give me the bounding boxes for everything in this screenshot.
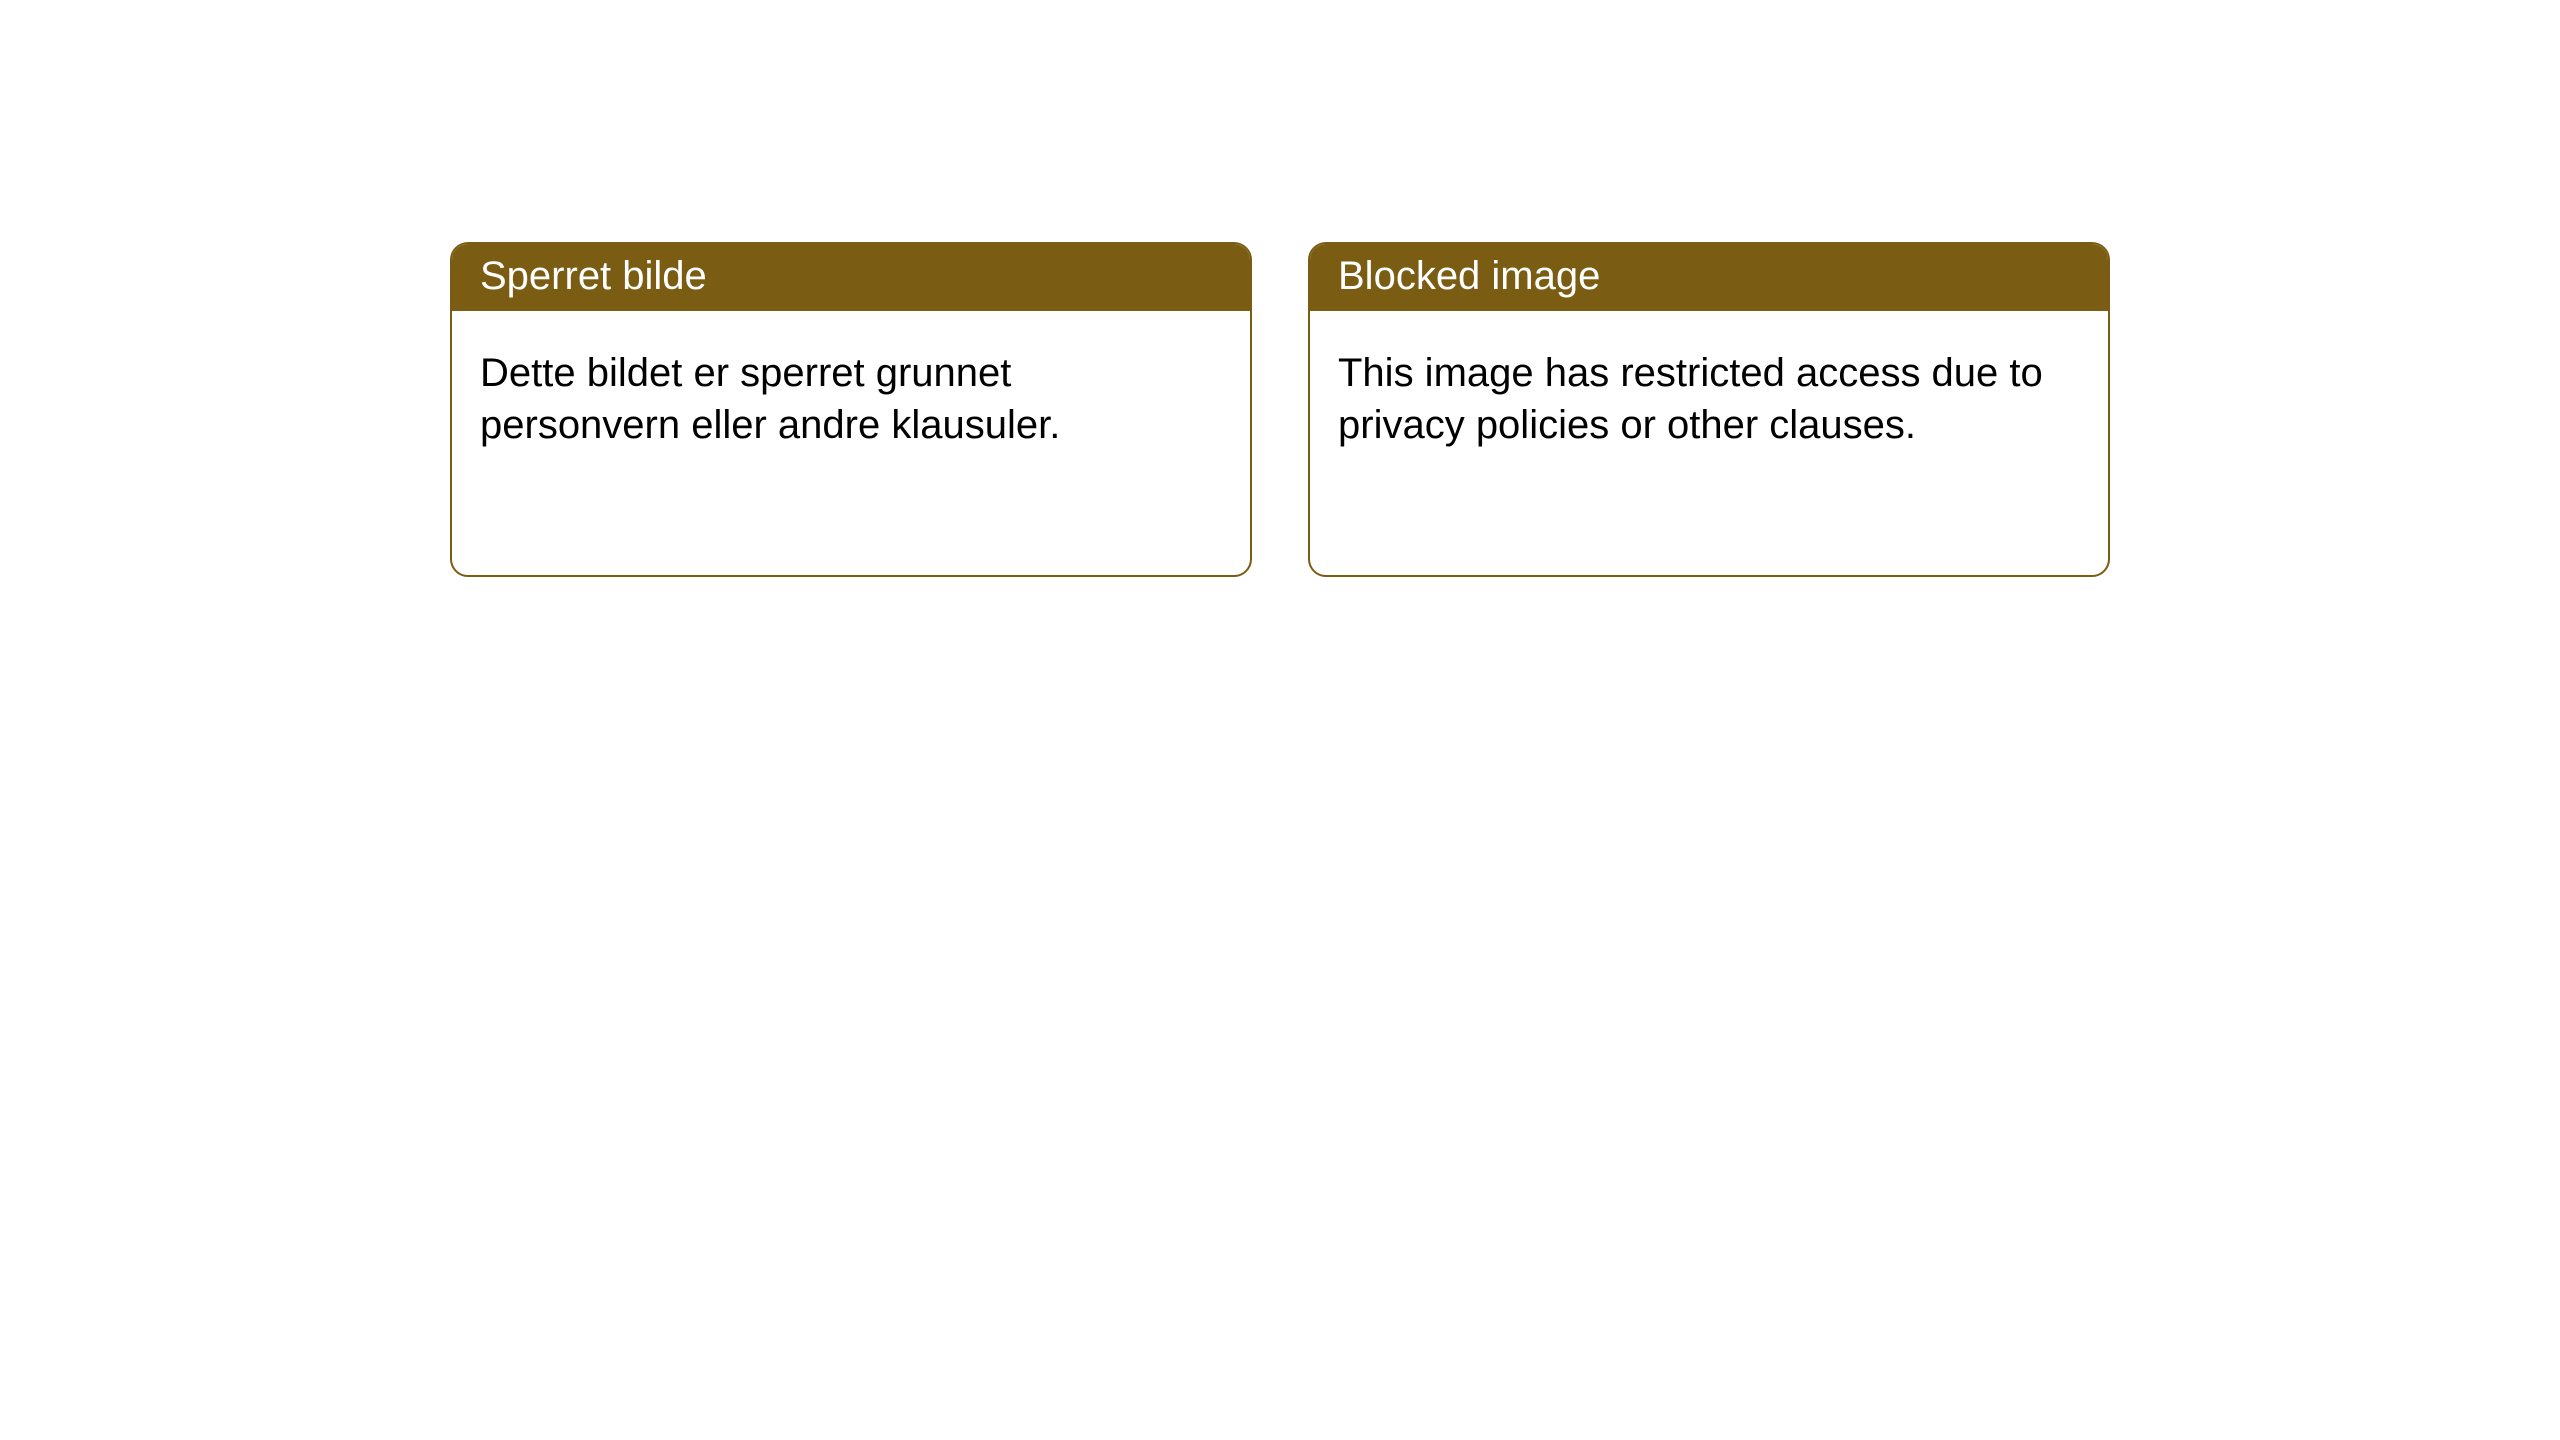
notice-title-norwegian: Sperret bilde [452, 244, 1250, 311]
notice-title-english: Blocked image [1310, 244, 2108, 311]
notice-body-norwegian: Dette bildet er sperret grunnet personve… [452, 311, 1250, 479]
notice-card-norwegian: Sperret bilde Dette bildet er sperret gr… [450, 242, 1252, 577]
notice-body-english: This image has restricted access due to … [1310, 311, 2108, 479]
notice-card-english: Blocked image This image has restricted … [1308, 242, 2110, 577]
notice-container: Sperret bilde Dette bildet er sperret gr… [0, 0, 2560, 577]
